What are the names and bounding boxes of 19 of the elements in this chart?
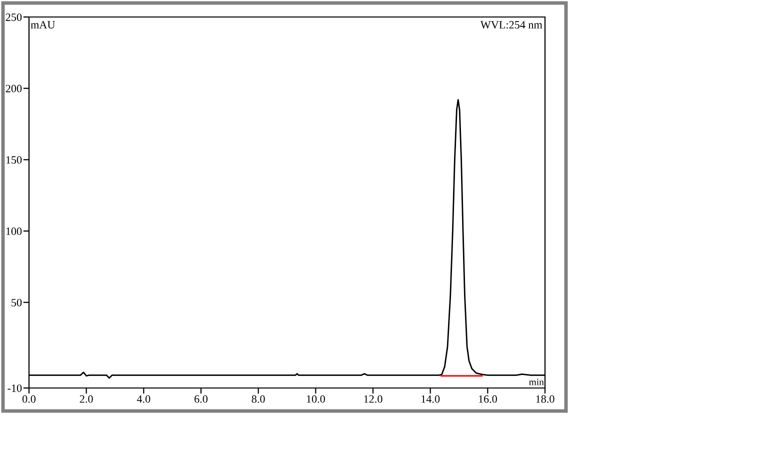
x-tick-label: 16.0 xyxy=(478,395,497,403)
x-tick-label: 6.0 xyxy=(194,395,208,403)
y-tick-label: 100 xyxy=(6,228,22,236)
x-tick-label: 8.0 xyxy=(252,395,265,403)
y-tick-label: 50 xyxy=(12,298,22,306)
x-tick-label: 2.0 xyxy=(80,395,93,403)
x-tick-label: 10.0 xyxy=(306,395,325,403)
y-tick-label: 200 xyxy=(6,84,22,92)
y-tick-label: -10 xyxy=(8,384,22,392)
x-axis-title: min xyxy=(529,378,544,386)
x-tick-label: 0.0 xyxy=(22,395,36,403)
y-tick-label: 250 xyxy=(6,13,22,21)
x-tick-label: 12.0 xyxy=(364,395,382,403)
x-tick-label: 18.0 xyxy=(536,395,554,403)
y-tick-label: 150 xyxy=(6,156,22,164)
annotation: WVL:254 nm xyxy=(480,21,542,29)
x-tick-label: 4.0 xyxy=(136,395,150,403)
x-tick-label: 14.0 xyxy=(422,395,440,403)
y-axis-title: mAU xyxy=(30,21,56,29)
